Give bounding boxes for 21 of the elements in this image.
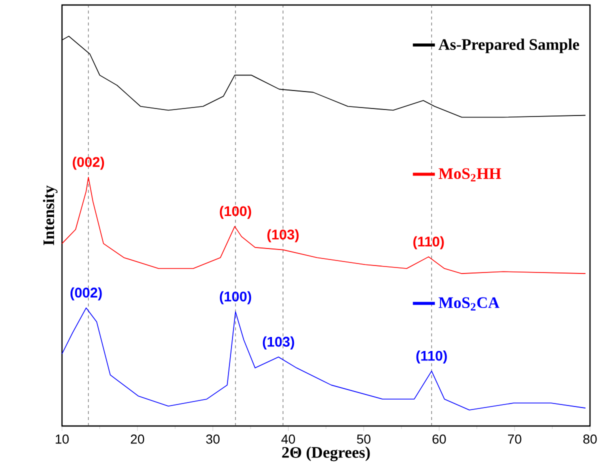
annotation: (100)	[220, 206, 252, 219]
legend-label: MoS$_{2}$HH	[438, 168, 502, 182]
annotation: (103)	[267, 229, 299, 242]
legend-label: As-Prepared Sample	[438, 38, 580, 54]
x-axis-title: 2Θ (Degrees)	[282, 446, 370, 462]
x-tick-label: 70	[508, 434, 522, 444]
x-tick-label: 40	[281, 434, 296, 444]
annotation: (100)	[220, 291, 252, 304]
legend-label: MoS$_{2}$CA	[438, 297, 500, 310]
x-tick-label: 20	[130, 434, 144, 444]
x-tick-label: 10	[56, 434, 69, 444]
x-tick-label: 30	[206, 434, 220, 444]
annotation: (103)	[262, 336, 294, 350]
annotation: (002)	[72, 156, 104, 170]
annotation: (002)	[70, 287, 102, 300]
x-tick-label: 50	[357, 434, 370, 444]
y-axis-title: Intensity	[42, 185, 58, 246]
x-tick-label: 60	[432, 434, 446, 444]
annotation: (110)	[413, 236, 444, 250]
annotation: (110)	[416, 350, 447, 364]
x-tick-label: 80	[583, 434, 597, 444]
